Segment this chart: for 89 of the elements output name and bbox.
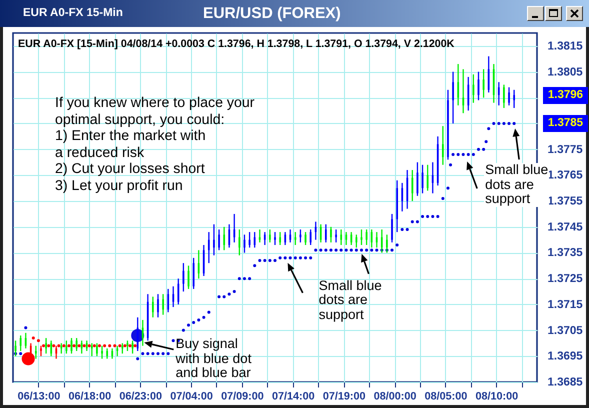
candlestick xyxy=(335,228,337,243)
candlestick xyxy=(442,125,444,166)
candlestick xyxy=(340,228,342,246)
y-tick-label: 1.3775 xyxy=(548,144,584,156)
candlestick xyxy=(20,334,22,352)
text: 1.3796 xyxy=(543,86,588,104)
candlestick xyxy=(294,231,296,246)
y-tick-label: 1.3705 xyxy=(548,324,584,337)
candlestick xyxy=(66,340,68,354)
x-tick-label: 07/04:00 xyxy=(170,390,213,402)
candlestick xyxy=(360,228,362,246)
y-tick-label: 1.3695 xyxy=(548,350,584,363)
candlestick xyxy=(503,84,505,109)
y-tick-label: 1.3745 xyxy=(548,221,584,234)
x-tick-label: 06/23:00 xyxy=(119,390,162,402)
candlestick xyxy=(218,228,220,251)
y-tick-label: 1.3735 xyxy=(548,247,584,260)
candlestick xyxy=(457,63,460,106)
chart-subtitle: EUR A0-FX [15-Min] 04/08/14 +0.0003 C 1.3796, H 1.3798, L 1.3791, O 1.3794, V 2.1200K xyxy=(18,38,454,50)
candlestick xyxy=(244,234,246,254)
candlestick xyxy=(416,162,418,196)
candlestick xyxy=(324,224,327,243)
annotation: Buy signal with blue dot and blue bar xyxy=(176,336,252,381)
candlestick xyxy=(76,337,78,352)
candlestick xyxy=(238,228,240,256)
candlestick xyxy=(472,74,474,104)
y-tick-label: 1.3685 xyxy=(548,376,584,388)
y-tick-label: 1.3815 xyxy=(548,40,584,52)
candlestick xyxy=(106,348,108,360)
candlestick xyxy=(157,294,159,318)
candlestick xyxy=(248,231,250,248)
chart-title: EUR/USD (FOREX) xyxy=(203,5,341,23)
candlestick xyxy=(422,164,424,194)
candlestick xyxy=(162,294,164,316)
candlestick xyxy=(356,234,358,248)
x-tick-label: 06/13:00 xyxy=(18,390,60,402)
candlestick xyxy=(269,228,271,243)
annotation: Small blue dots are support xyxy=(318,278,382,322)
candlestick xyxy=(426,164,429,192)
text: 1.3785 xyxy=(543,114,588,132)
candlestick xyxy=(70,337,72,354)
candlestick xyxy=(274,231,276,246)
text: EUR A0-FX 15-Min xyxy=(23,7,123,19)
y-tick-label: 1.3725 xyxy=(548,273,584,286)
candlestick xyxy=(208,231,210,264)
candlestick xyxy=(304,231,306,246)
candlestick xyxy=(90,342,93,357)
x-tick-label: 08/10:00 xyxy=(475,390,518,402)
candlestick xyxy=(478,71,480,101)
candlestick xyxy=(101,345,103,360)
candlestick xyxy=(96,342,98,357)
candlestick xyxy=(300,228,302,243)
candlestick xyxy=(391,213,393,243)
candlestick xyxy=(482,68,484,98)
candlestick xyxy=(508,86,510,106)
candlestick xyxy=(132,340,134,354)
x-tick-label: 07/14:00 xyxy=(272,390,315,402)
candlestick xyxy=(223,226,226,251)
x-tick-label: 06/18:00 xyxy=(68,390,112,402)
y-tick-label: 1.3805 xyxy=(548,66,584,78)
candlestick xyxy=(452,71,454,124)
y-tick-label: 1.3715 xyxy=(548,298,584,311)
annotation: If you knew where to place your optimal support, you could: 1) Enter the market with a reduced risk 2) Cut your losses short 3) Let your profit run xyxy=(55,95,255,195)
candlestick xyxy=(40,345,42,357)
candlestick xyxy=(258,228,261,243)
candlestick xyxy=(188,265,190,290)
candlestick xyxy=(152,296,154,318)
candlestick xyxy=(330,226,332,243)
candlestick xyxy=(121,342,124,354)
candlestick xyxy=(126,340,128,352)
candlestick xyxy=(182,262,184,292)
candlestick xyxy=(366,228,368,246)
x-tick-label: 08/05:00 xyxy=(424,390,468,402)
y-tick-label: 1.3755 xyxy=(548,196,584,208)
candlestick xyxy=(447,89,449,160)
x-tick-label: 07/09:00 xyxy=(221,390,264,402)
candlestick xyxy=(310,228,312,246)
x-tick-label: 07/19:00 xyxy=(322,390,366,402)
candlestick xyxy=(513,89,516,109)
candlestick xyxy=(136,316,139,352)
candlestick xyxy=(34,345,37,360)
candlestick xyxy=(192,257,194,290)
candlestick xyxy=(279,231,281,246)
candlestick xyxy=(45,337,47,354)
x-tick-label: 08/00:00 xyxy=(374,390,416,402)
candlestick xyxy=(213,224,215,256)
y-tick-label: 1.3765 xyxy=(548,170,584,182)
annotation: Small blue dots are support xyxy=(484,162,550,207)
candlestick xyxy=(411,169,414,202)
